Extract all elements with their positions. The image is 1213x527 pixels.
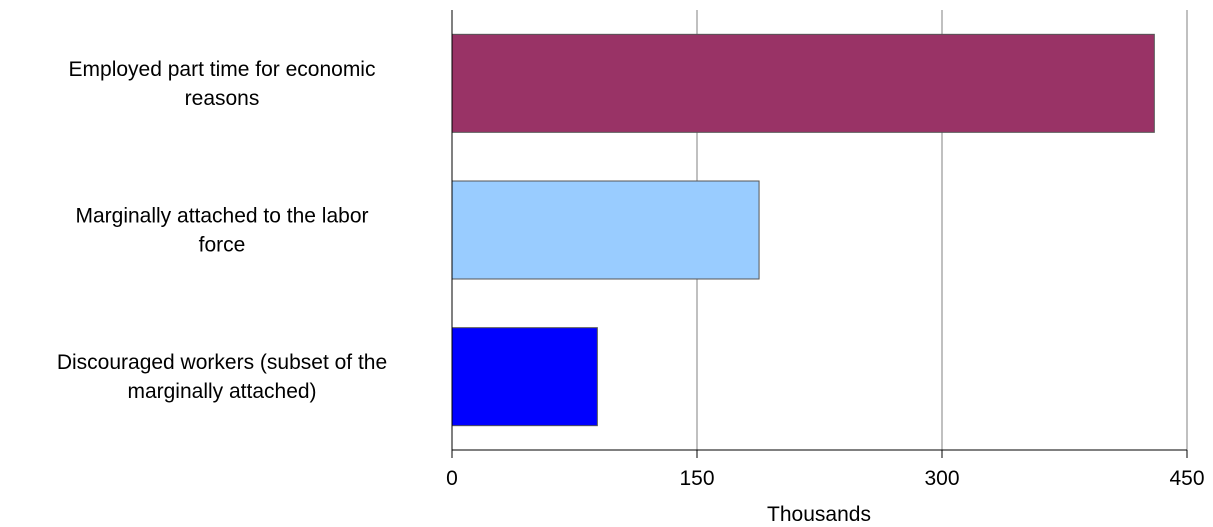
axes — [451, 10, 1188, 458]
category-labels: Employed part time for economic reasons Ma… — [57, 58, 387, 403]
category-label-line: marginally attached) — [127, 380, 316, 403]
bars — [451, 33, 1155, 427]
bar-1 — [451, 33, 1155, 133]
category-label-line: Marginally attached to the labor — [75, 205, 368, 228]
x-tick-label-450: 450 — [1169, 467, 1204, 490]
category-label-1: Employed part time for economic reasons — [69, 58, 376, 110]
x-tick-label-150: 150 — [679, 467, 714, 490]
category-label-3: Discouraged workers (subset of the margin… — [57, 351, 387, 403]
x-tick-label-0: 0 — [446, 467, 458, 490]
category-label-2: Marginally attached to the labor force — [75, 205, 368, 257]
x-tick-labels: 0 150 300 450 — [446, 467, 1204, 490]
category-label-line: Discouraged workers (subset of the — [57, 351, 387, 374]
category-label-line: force — [199, 234, 246, 257]
category-label-line: Employed part time for economic — [69, 58, 376, 81]
x-axis-title: Thousands — [767, 503, 871, 526]
bar-3 — [451, 327, 598, 427]
bar-2 — [451, 180, 760, 280]
x-tick-label-300: 300 — [924, 467, 959, 490]
category-label-line: reasons — [185, 87, 260, 110]
